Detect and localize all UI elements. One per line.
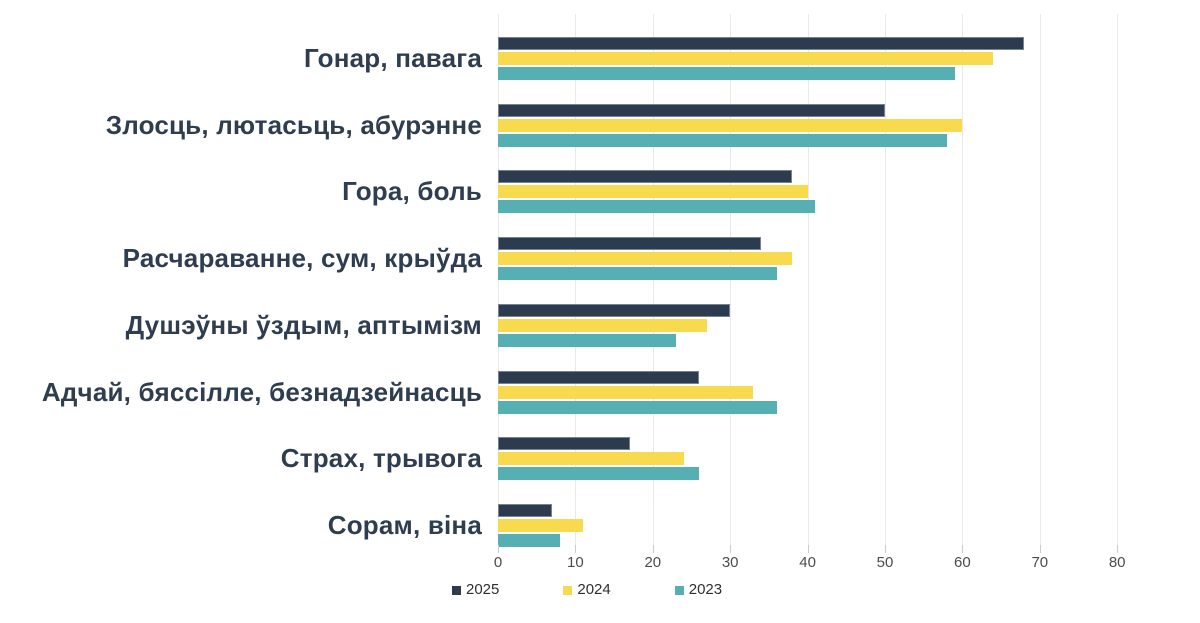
bar-2025 [498,437,630,451]
category-label: Гонар, павага [304,43,482,73]
bar-2023 [498,467,700,481]
category-label: Адчай, бяссілле, безнадзейнасць [41,376,482,407]
bar-2025 [498,303,731,317]
bar-2023 [498,267,777,281]
bar-2023 [498,133,947,147]
bar-2024 [498,185,808,199]
legend-label: 2024 [577,581,611,598]
category-label: Гора, боль [342,176,482,207]
x-axis-tick [652,545,654,553]
bar-2023 [498,333,677,347]
x-axis-tick-label: 10 [567,554,584,571]
bar-2025 [498,37,1025,50]
bar-2025 [498,370,700,384]
gridline [1039,14,1041,545]
bar-2025 [498,503,553,517]
category-label: Злосць, лютасьць, абурэнне [105,109,482,140]
x-axis-tick-label: 0 [493,554,503,571]
bar-2023 [498,67,955,80]
category-label: Расчараванне, сум, крыўда [122,243,482,274]
x-axis-tick-label: 20 [644,554,662,571]
x-axis-tick [1039,545,1041,553]
bar-2025 [498,170,793,184]
x-axis-tick-label: 80 [1108,554,1126,571]
bar-2023 [498,533,560,547]
category-label: Страх, трывога [280,443,482,474]
bar-2024 [498,452,684,466]
legend-item-2025: 2025 [452,580,499,600]
bar-2024 [498,252,793,266]
x-axis-tick [807,545,809,553]
legend-item-2024: 2024 [563,580,611,600]
gridline [962,14,964,545]
legend: 2025 2024 2023 [452,580,722,600]
x-axis-tick-label: 70 [1031,554,1049,571]
x-axis-tick-label: 50 [876,554,894,571]
x-axis-tick [885,545,886,553]
legend-label: 2023 [688,581,723,598]
legend-label: 2025 [466,581,500,598]
x-axis-tick [575,545,577,553]
category-label: Душэўны ўздым, аптымізм [125,309,482,340]
bar-2025 [498,237,762,251]
x-axis-tick-label: 30 [721,554,739,571]
bar-2024 [498,318,707,332]
gridline [1117,14,1119,545]
legend-swatch-2025 [452,585,461,595]
gridline [885,14,886,545]
x-axis-tick-label: 60 [954,554,971,571]
legend-item-2023: 2023 [674,580,723,600]
bar-2024 [498,385,754,399]
legend-swatch-2023 [674,585,684,595]
bar-2024 [498,52,994,65]
x-axis-tick [962,545,964,553]
category-label: Сорам, віна [327,509,482,540]
x-axis-tick-label: 40 [799,554,816,571]
x-axis-tick [1117,545,1119,553]
bar-2023 [498,400,777,414]
legend-swatch-2024 [563,585,573,595]
bar-2024 [498,118,963,132]
bar-2023 [498,200,816,214]
bar-2025 [498,103,885,117]
x-axis-tick [498,545,499,553]
bar-2024 [498,518,584,532]
x-axis-tick [730,545,732,553]
gridline [807,14,809,545]
